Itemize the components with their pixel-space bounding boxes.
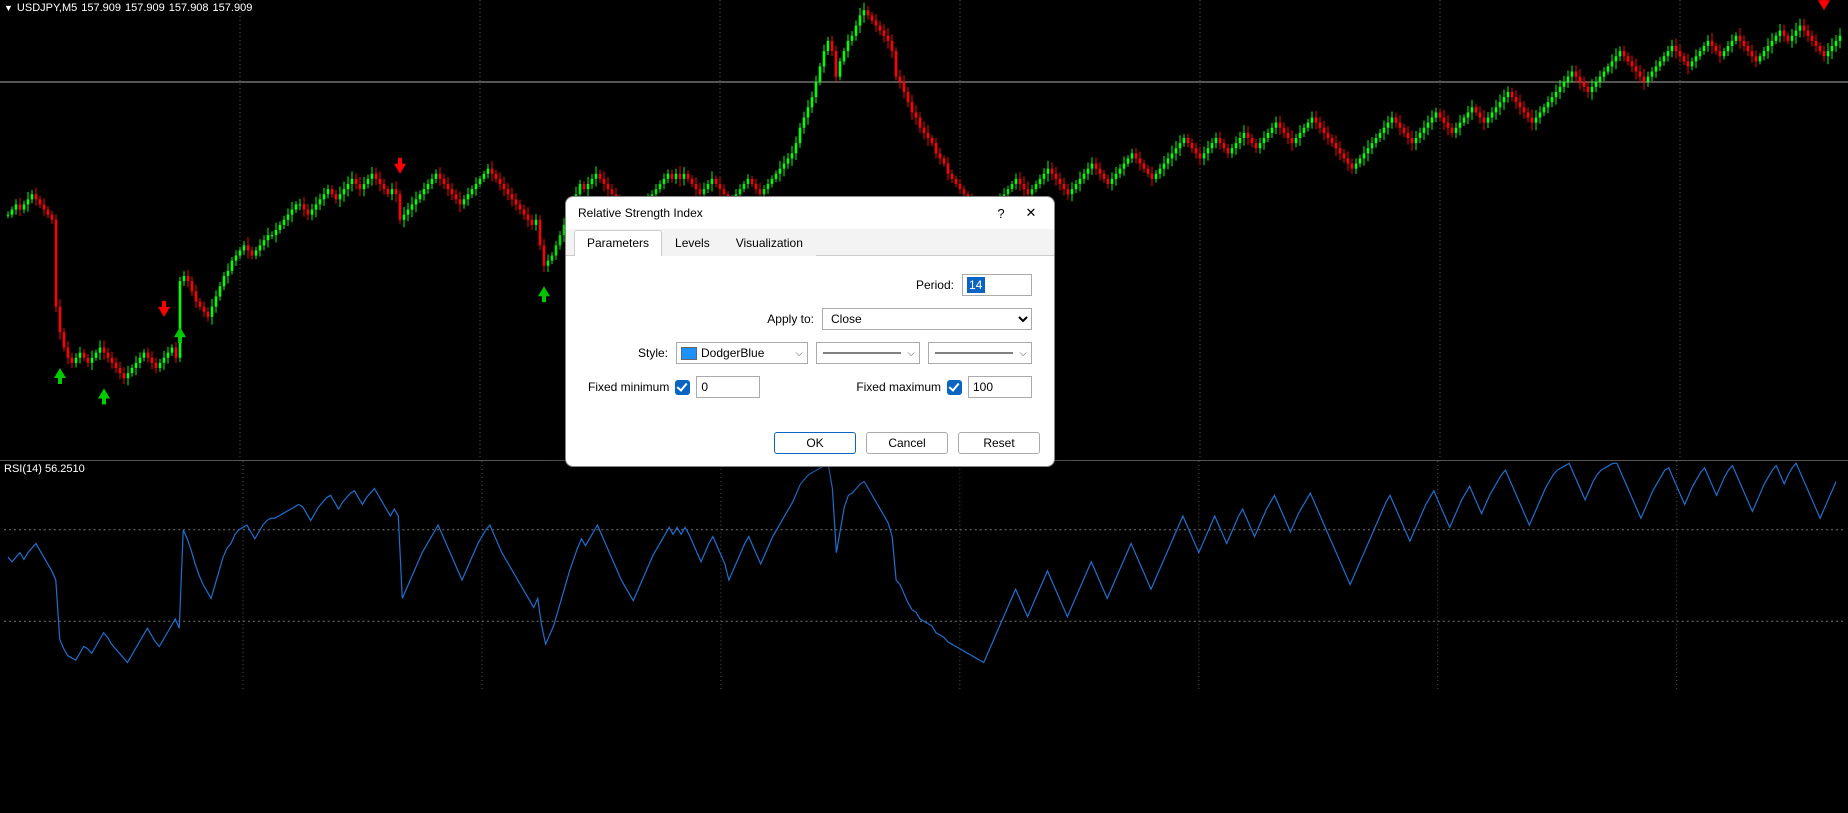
dialog-tabs: Parameters Levels Visualization <box>566 229 1054 256</box>
rsi-panel-title: RSI(14) 56.2510 <box>4 463 85 475</box>
close-button[interactable]: ✕ <box>1016 199 1046 227</box>
style-color-name: DodgerBlue <box>701 346 795 360</box>
rsi-label: RSI(14) 56.2510 <box>4 463 85 475</box>
dialog-titlebar[interactable]: Relative Strength Index ? ✕ <box>566 197 1054 229</box>
chevron-down-icon: ⌵ <box>795 348 803 359</box>
help-icon: ? <box>997 206 1004 221</box>
fixed-min-checkbox[interactable] <box>675 380 690 395</box>
ohlc-h: 157.909 <box>125 2 165 14</box>
color-swatch-icon <box>681 347 697 360</box>
cancel-button[interactable]: Cancel <box>866 432 948 454</box>
line-style-select[interactable]: ⌵ <box>816 342 920 364</box>
tab-label: Visualization <box>736 236 803 250</box>
button-label: Cancel <box>888 436 925 450</box>
fixed-max-label: Fixed maximum <box>856 380 941 394</box>
ok-button[interactable]: OK <box>774 432 856 454</box>
chevron-down-icon: ⌵ <box>907 348 915 359</box>
ohlc-l: 157.908 <box>169 2 209 14</box>
tab-body-parameters: Period: Apply to: Close Style: DodgerBlu… <box>566 256 1054 424</box>
line-width-select[interactable]: ⌵ <box>928 342 1032 364</box>
tab-label: Parameters <box>587 236 649 250</box>
reset-button[interactable]: Reset <box>958 432 1040 454</box>
dialog-button-row: OK Cancel Reset <box>566 424 1054 466</box>
rsi-chart[interactable] <box>0 461 1848 690</box>
ohlc-o: 157.909 <box>81 2 121 14</box>
chevron-down-icon: ⌵ <box>1019 348 1027 359</box>
close-icon: ✕ <box>1026 205 1037 221</box>
style-color-select[interactable]: DodgerBlue ⌵ <box>676 342 808 364</box>
apply-to-label: Apply to: <box>767 312 814 326</box>
fixed-min-label: Fixed minimum <box>588 380 669 394</box>
ohlc-c: 157.909 <box>213 2 253 14</box>
dialog-title-label: Relative Strength Index <box>578 206 986 220</box>
rsi-settings-dialog: Relative Strength Index ? ✕ Parameters L… <box>565 196 1055 467</box>
fixed-max-input[interactable] <box>968 376 1032 398</box>
symbol-label: USDJPY,M5 <box>17 2 77 14</box>
fixed-max-checkbox[interactable] <box>947 380 962 395</box>
period-label: Period: <box>916 278 954 292</box>
chevron-down-icon: ▼ <box>4 3 13 13</box>
tab-levels[interactable]: Levels <box>662 230 723 256</box>
period-input[interactable] <box>962 274 1032 296</box>
price-panel-title: ▼ USDJPY,M5 157.909 157.909 157.908 157.… <box>4 2 252 14</box>
fixed-min-input[interactable] <box>696 376 760 398</box>
button-label: Reset <box>983 436 1014 450</box>
tab-label: Levels <box>675 236 710 250</box>
help-button[interactable]: ? <box>986 199 1016 227</box>
rsi-panel[interactable]: RSI(14) 56.2510 <box>0 460 1848 690</box>
style-label: Style: <box>638 346 668 360</box>
apply-to-select[interactable]: Close <box>822 308 1032 330</box>
button-label: OK <box>806 436 823 450</box>
tab-parameters[interactable]: Parameters <box>574 230 662 256</box>
tab-visualization[interactable]: Visualization <box>723 230 816 256</box>
